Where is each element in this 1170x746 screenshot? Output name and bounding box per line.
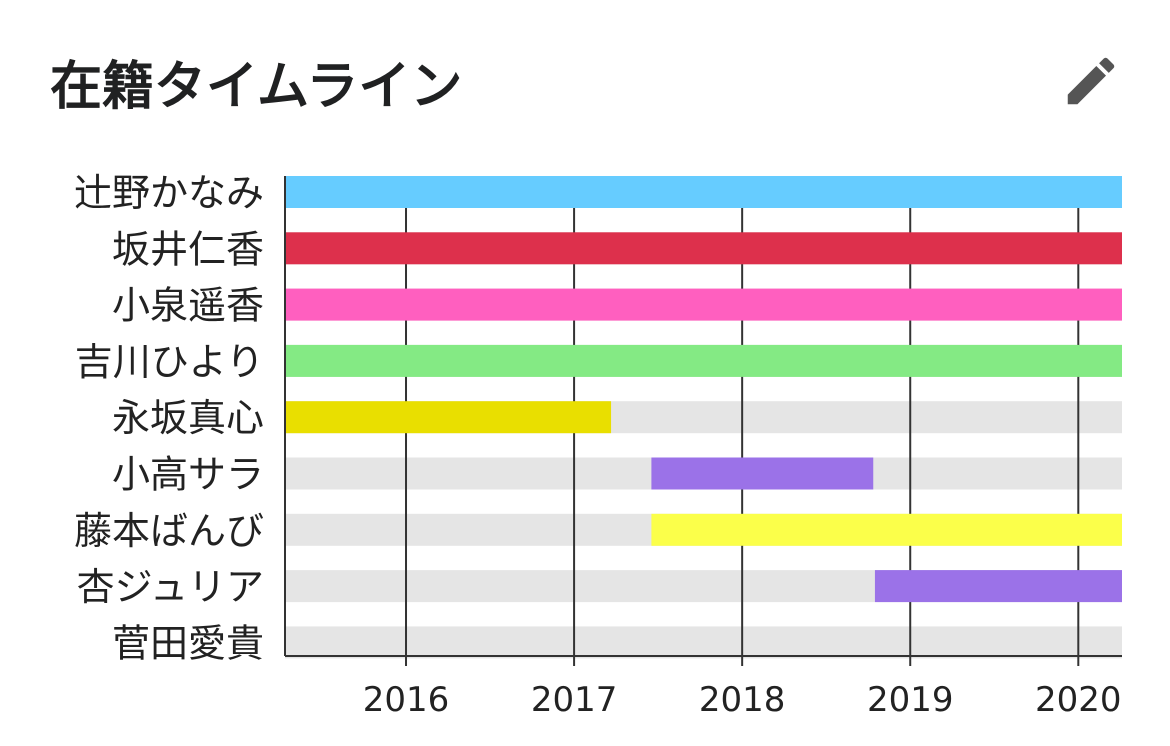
tenure-bar: [285, 176, 1122, 208]
x-tick-label: 2016: [363, 680, 450, 720]
member-label: 坂井仁香: [112, 227, 264, 271]
member-label: 小高サラ: [112, 453, 264, 497]
member-label: 小泉遥香: [112, 284, 264, 328]
member-label: 藤本ばんび: [74, 509, 264, 553]
member-label: 杏ジュリア: [77, 565, 264, 609]
member-label: 辻野かなみ: [74, 171, 264, 215]
x-tick-label: 2018: [699, 680, 786, 720]
edit-button[interactable]: [1058, 50, 1124, 112]
tenure-bar: [285, 288, 1122, 321]
x-tick-label: 2020: [1035, 680, 1122, 720]
row-background: [285, 626, 1122, 659]
pencil-icon: [1067, 57, 1115, 105]
tenure-bar: [285, 401, 612, 434]
x-tick-label: 2019: [867, 680, 954, 720]
x-tick-label: 2017: [531, 680, 618, 720]
page-title: 在籍タイムライン: [50, 57, 463, 117]
member-label: 永坂真心: [112, 396, 264, 440]
tenure-bar: [874, 570, 1122, 603]
member-label: 吉川ひより: [75, 340, 264, 384]
tenure-bar: [285, 344, 1122, 377]
tenure-bar: [285, 232, 1122, 265]
member-label: 菅田愛貴: [112, 621, 264, 665]
tenure-bar: [651, 513, 1122, 546]
tenure-bar: [651, 457, 874, 490]
